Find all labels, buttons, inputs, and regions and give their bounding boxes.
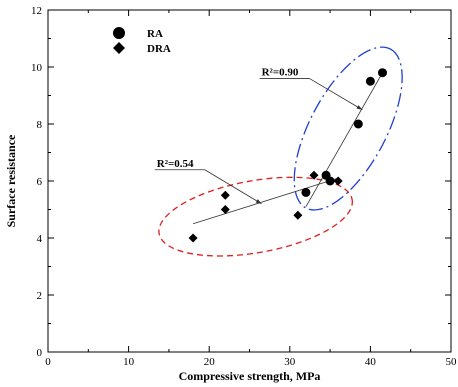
fit-lines xyxy=(192,72,383,225)
x-tick-label: 50 xyxy=(446,356,458,368)
cluster-ellipses xyxy=(158,46,403,257)
x-tick-label: 40 xyxy=(365,356,377,368)
point-dra xyxy=(220,190,230,200)
x-axis-title: Compressive strength, MPa xyxy=(179,369,321,383)
point-dra xyxy=(309,170,319,180)
r2-arrow-head xyxy=(255,199,262,204)
point-dra xyxy=(293,210,303,220)
axis-ticks: 0 10 20 30 40 50 0 2 4 6 8 10 12 xyxy=(31,5,457,368)
r2-label-dra: R²=0.54 xyxy=(157,158,194,170)
point-dra xyxy=(188,233,198,243)
y-tick-label: 2 xyxy=(37,290,43,302)
legend-label-dra: DRA xyxy=(147,43,171,55)
y-tick-label: 0 xyxy=(37,347,43,359)
x-tick-label: 10 xyxy=(123,356,135,368)
x-tick-label: 0 xyxy=(45,356,51,368)
r2-annotations: R²=0.90 R²=0.54 xyxy=(154,67,363,205)
r2-arrow-line xyxy=(204,169,262,205)
fit-line-dra xyxy=(192,177,339,225)
point-dra xyxy=(220,205,230,214)
r2-arrow-line xyxy=(309,78,363,111)
y-tick-label: 10 xyxy=(31,62,43,74)
y-tick-label: 4 xyxy=(37,233,43,245)
y-axis-title: Surface resistance xyxy=(4,134,18,227)
fit-line-ra xyxy=(305,72,383,207)
legend: RA DRA xyxy=(113,27,171,55)
point-ra xyxy=(353,119,363,129)
point-ra xyxy=(365,76,375,86)
x-tick-label: 20 xyxy=(204,356,216,368)
cluster-ellipse-dra xyxy=(158,176,353,257)
y-tick-label: 12 xyxy=(31,5,42,17)
legend-marker-ra xyxy=(113,27,125,39)
y-tick-label: 6 xyxy=(37,176,43,188)
point-ra xyxy=(301,187,311,197)
r2-label-ra: R²=0.90 xyxy=(262,67,299,79)
legend-marker-dra xyxy=(113,42,125,54)
x-tick-label: 30 xyxy=(284,356,296,368)
y-tick-label: 8 xyxy=(37,119,43,131)
legend-label-ra: RA xyxy=(147,28,163,40)
cluster-ellipse-ra xyxy=(293,46,403,211)
point-dra xyxy=(333,176,343,186)
r2-arrow-head xyxy=(356,105,363,110)
point-ra xyxy=(325,176,335,186)
point-ra xyxy=(377,68,387,78)
data-points xyxy=(188,68,387,243)
